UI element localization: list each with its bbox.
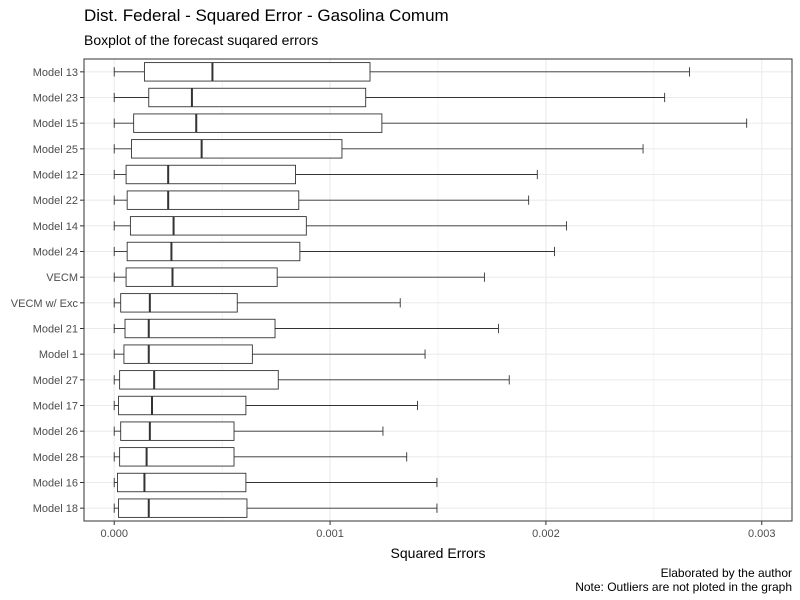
caption-author: Elaborated by the author [660, 566, 792, 580]
box-iqr [126, 241, 301, 262]
box-iqr [123, 344, 253, 364]
y-tick-label: Model 15 [33, 118, 78, 130]
box-iqr [119, 447, 235, 467]
y-tick-label: Model 17 [33, 401, 78, 413]
box-iqr [131, 139, 343, 159]
y-tick-label: Model 18 [33, 503, 78, 515]
box-iqr [117, 472, 247, 493]
x-tick-label: 0.002 [532, 528, 560, 540]
x-axis-title: Squared Errors [391, 545, 486, 561]
box-iqr [143, 62, 371, 82]
box-iqr [120, 421, 235, 441]
y-tick-label: Model 13 [33, 67, 78, 79]
y-tick-label: Model 26 [33, 426, 78, 438]
caption-note: Note: Outliers are not ploted in the gra… [575, 580, 792, 594]
y-tick-label: Model 28 [33, 452, 78, 464]
y-tick-label: Model 22 [33, 195, 78, 207]
chart-title: Dist. Federal - Squared Error - Gasolina… [84, 6, 449, 25]
y-tick-label: Model 27 [33, 375, 78, 387]
y-tick-label: VECM w/ Exc [11, 298, 79, 310]
y-tick-label: Model 14 [33, 221, 78, 233]
box-iqr [126, 190, 300, 210]
caption: Elaborated by the author Note: Outliers … [575, 566, 792, 594]
x-tick-label: 0.000 [100, 528, 128, 540]
box-iqr [129, 216, 307, 236]
box-iqr [119, 370, 279, 390]
box-iqr [125, 267, 278, 287]
boxes-layer [113, 62, 748, 518]
x-tick-label: 0.001 [316, 528, 344, 540]
y-tick-label: Model 21 [33, 324, 78, 336]
x-axis-ticks: 0.000 0.001 0.002 0.003 [100, 521, 776, 540]
box-iqr [120, 293, 238, 313]
y-tick-label: Model 25 [33, 144, 78, 156]
y-tick-label: Model 16 [33, 478, 78, 490]
y-tick-label: Model 1 [39, 349, 78, 361]
x-tick-label: 0.003 [748, 528, 776, 540]
y-tick-label: VECM [46, 272, 78, 284]
box-iqr [133, 113, 383, 133]
box-iqr [124, 318, 276, 339]
y-tick-label: Model 24 [33, 247, 78, 259]
y-tick-label: Model 23 [33, 93, 78, 105]
box-iqr [118, 498, 248, 518]
y-axis-ticks: Model 13 Model 23 Model 15 Model 25 Model 12… [11, 67, 84, 515]
box-iqr [125, 164, 296, 185]
plot-panel-border [83, 58, 793, 522]
box-iqr [148, 87, 367, 108]
chart-subtitle: Boxplot of the forecast suqared errors [84, 32, 319, 48]
box-iqr [118, 395, 247, 416]
y-tick-label: Model 12 [33, 170, 78, 182]
